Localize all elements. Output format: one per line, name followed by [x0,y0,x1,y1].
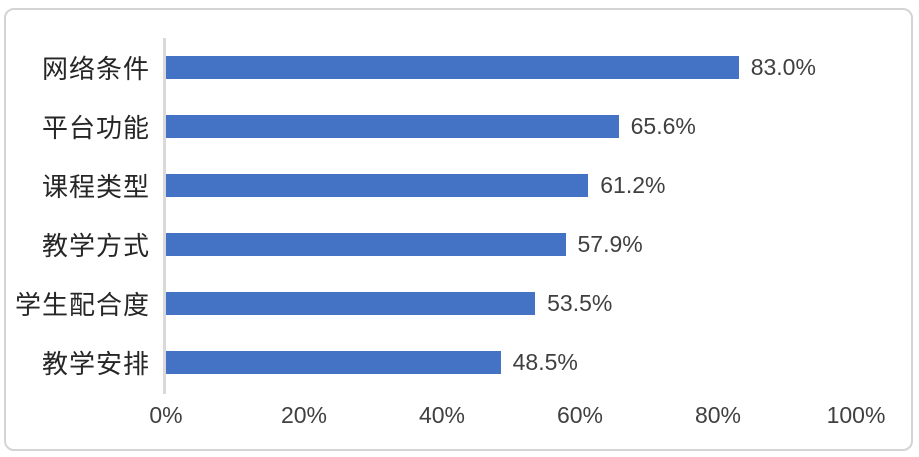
category-axis-line [163,38,166,394]
value-axis-tick-labels: 0% 20% 40% 60% 80% 100% [149,402,885,434]
bar [166,292,536,315]
x-axis-tick-label: 40% [418,402,466,428]
category-axis-labels: 网络条件平台功能课程类型教学方式学生配合度教学安排 [0,38,150,392]
category-label: 教学安排 [41,349,150,379]
bar [166,233,566,256]
bar-row: 65.6% [166,97,856,156]
x-axis-tick-label: 20% [280,402,328,428]
bar [166,115,619,138]
plot-area: 83.0% 65.6% 61.2% 57.9% 53.5% 48.5% [166,38,856,392]
category-label: 网络条件 [41,54,150,84]
bar-row: 48.5% [166,333,856,392]
data-label: 53.5% [547,290,613,316]
category-label: 教学方式 [41,231,150,261]
data-label: 83.0% [750,54,816,80]
bar [166,56,739,79]
chart-frame [4,8,913,451]
data-label: 57.9% [577,231,643,257]
bar-row: 53.5% [166,274,856,333]
data-label: 61.2% [600,172,666,198]
data-label: 65.6% [630,113,696,139]
x-axis-tick-label: 0% [149,402,183,428]
category-label: 平台功能 [41,113,150,143]
data-label: 48.5% [512,349,578,375]
category-label: 学生配合度 [14,290,150,320]
bar-row: 57.9% [166,215,856,274]
bar [166,174,589,197]
category-label: 课程类型 [41,172,150,202]
bar-row: 83.0% [166,38,856,97]
x-axis-tick-label: 60% [556,402,604,428]
x-axis-tick-label: 80% [694,402,742,428]
bar-row: 61.2% [166,156,856,215]
bar [166,351,501,374]
x-axis-tick-label: 100% [826,402,886,428]
